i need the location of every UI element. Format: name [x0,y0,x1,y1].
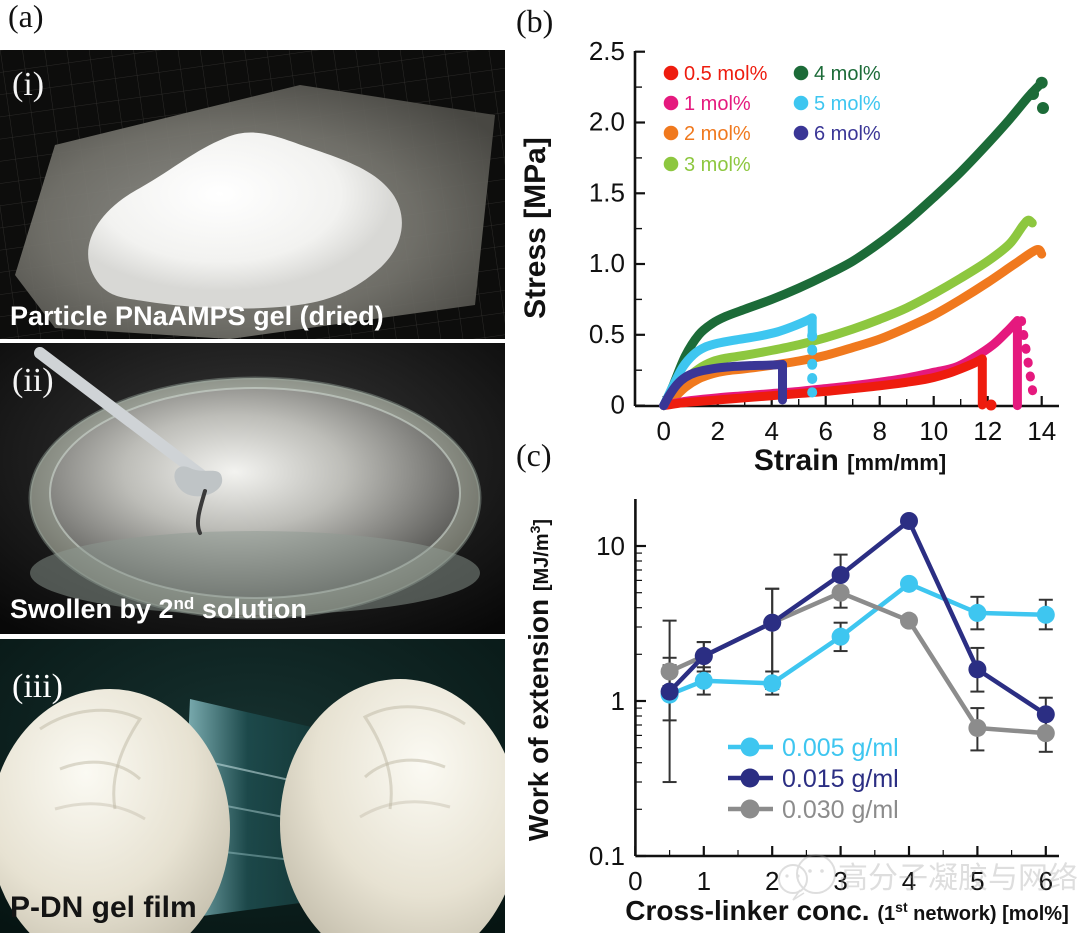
svg-text:(c): (c) [516,437,552,473]
svg-text:0.5: 0.5 [589,319,625,349]
svg-text:6 mol%: 6 mol% [814,123,881,145]
svg-text:0.030 g/ml: 0.030 g/ml [782,796,899,824]
svg-text:Work of extension [MJ/m3]: Work of extension [MJ/m3] [523,519,554,841]
svg-text:4 mol%: 4 mol% [814,63,881,85]
svg-text:3 mol%: 3 mol% [684,154,751,176]
svg-text:0.015 g/ml: 0.015 g/ml [782,765,899,793]
svg-text:10: 10 [919,416,948,446]
svg-text:0: 0 [656,416,670,446]
svg-text:2: 2 [765,866,779,896]
svg-text:Cross-linker conc. (1st networ: Cross-linker conc. (1st network) [mol%] [625,895,1068,926]
svg-text:8: 8 [872,416,886,446]
svg-text:4: 4 [764,416,778,446]
svg-text:0.005 g/ml: 0.005 g/ml [782,734,899,762]
svg-text:1.5: 1.5 [589,177,625,207]
svg-text:0.1: 0.1 [589,841,625,871]
svg-text:1: 1 [697,866,711,896]
svg-text:6: 6 [818,416,832,446]
svg-text:高分子凝胶与网络: 高分子凝胶与网络 [838,862,1078,895]
svg-text:2: 2 [710,416,724,446]
svg-text:Strain [mm/mm]: Strain [mm/mm] [754,444,946,477]
svg-text:Stress [MPa]: Stress [MPa] [519,137,552,319]
svg-text:1: 1 [611,686,625,716]
svg-text:12: 12 [973,416,1002,446]
svg-text:2.5: 2.5 [589,36,625,66]
svg-text:(b): (b) [516,3,553,39]
svg-text:0: 0 [611,390,625,420]
svg-text:10: 10 [596,531,625,561]
svg-text:5 mol%: 5 mol% [814,93,881,115]
svg-text:0: 0 [628,866,642,896]
svg-text:0.5 mol%: 0.5 mol% [684,63,768,85]
svg-text:2 mol%: 2 mol% [684,123,751,145]
svg-text:1.0: 1.0 [589,248,625,278]
svg-text:2.0: 2.0 [589,107,625,137]
svg-text:14: 14 [1027,416,1056,446]
svg-text:1 mol%: 1 mol% [684,93,751,115]
